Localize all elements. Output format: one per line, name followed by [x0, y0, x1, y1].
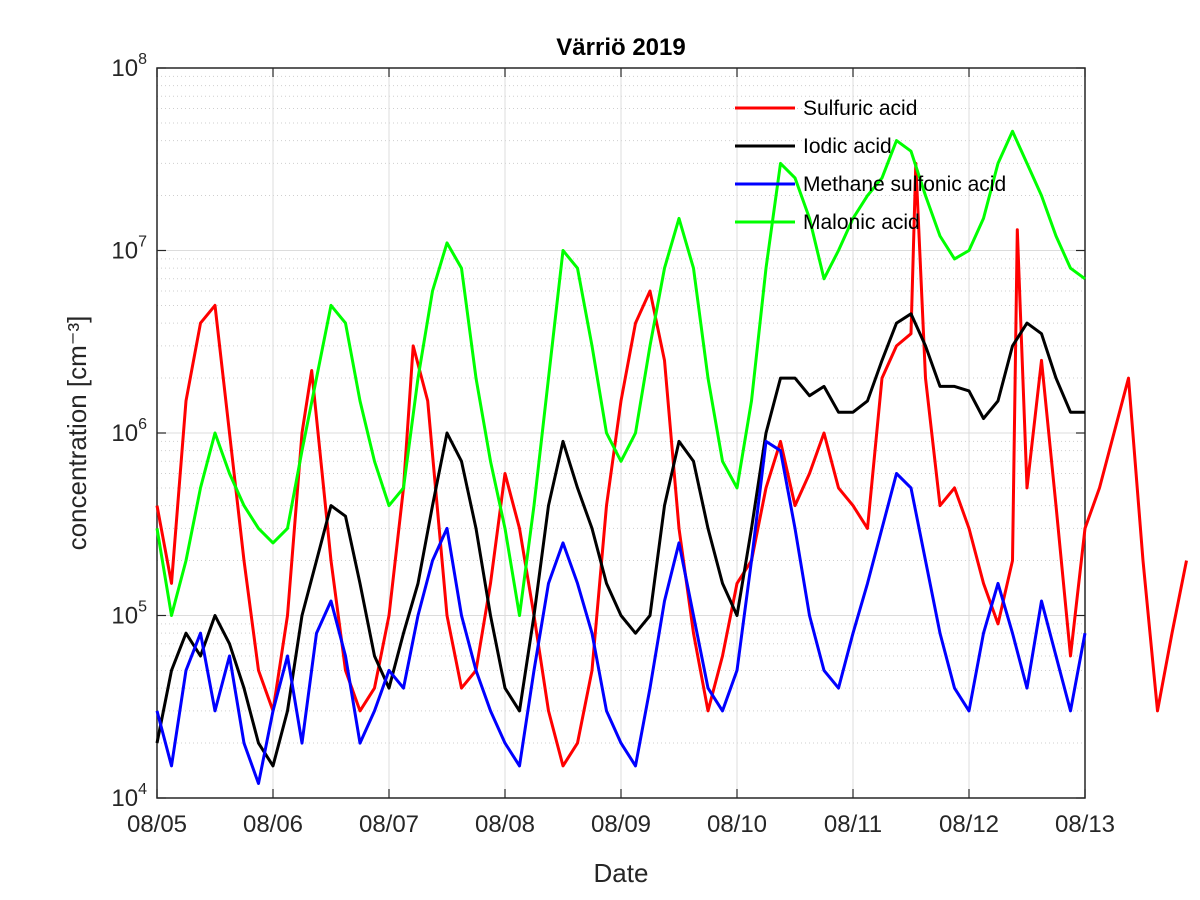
- chart-title: Värriö 2019: [556, 34, 685, 61]
- axis-ticks: 08/05 08/06 08/07 08/08 08/09 08/10 08/11 08/12…: [111, 51, 1115, 838]
- x-tick-label: 08/06: [243, 811, 303, 838]
- legend-label-0: Sulfuric acid: [803, 97, 917, 120]
- x-tick-label: 08/10: [707, 811, 767, 838]
- series-line-3: [155, 129, 1086, 617]
- legend-label-1: Iodic acid: [803, 135, 892, 158]
- x-tick-label: 08/05: [127, 811, 187, 838]
- x-tick-label: 08/13: [1055, 811, 1115, 838]
- x-tick-label: 08/07: [359, 811, 419, 838]
- x-axis-label: Date: [594, 858, 649, 888]
- legend-label-3: Malonic acid: [803, 211, 920, 234]
- x-tick-label: 08/08: [475, 811, 535, 838]
- x-tick-label: 08/09: [591, 811, 651, 838]
- x-tick-label: 08/12: [939, 811, 999, 838]
- y-tick-label: 104: [111, 781, 147, 812]
- series-line-2: [155, 439, 1087, 785]
- series-line-1: [155, 312, 1085, 768]
- y-axis-label: concentration [cm⁻³]: [62, 316, 92, 551]
- y-tick-label: 107: [111, 234, 147, 265]
- series-layer: [155, 129, 1188, 785]
- legend-label-2: Methane sulfonic acid: [803, 173, 1006, 196]
- y-tick-label: 108: [111, 51, 147, 82]
- y-tick-label: 106: [111, 416, 147, 447]
- x-tick-label: 08/11: [824, 811, 882, 838]
- y-tick-label: 105: [111, 599, 147, 630]
- legend: Sulfuric acid Iodic acid Methane sulfonic …: [735, 97, 1006, 234]
